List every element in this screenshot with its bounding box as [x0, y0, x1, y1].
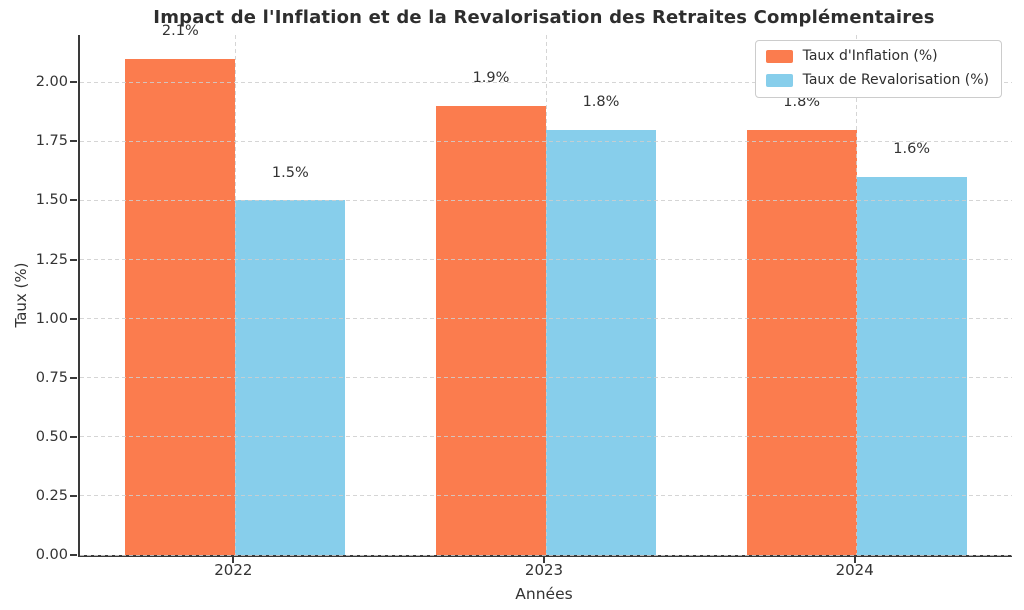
bar-inflation-2024: [746, 129, 857, 555]
bar-value-label: 1.6%: [893, 140, 931, 157]
y-tick-label: 1.00: [35, 310, 68, 327]
x-axis-label: Années: [515, 585, 573, 603]
legend-swatch-revalorisation-icon: [765, 74, 793, 87]
x-gridline: [545, 35, 547, 555]
bar-inflation-2022: [125, 58, 236, 555]
plot-area: 2.1% 1.9% 1.8% 1.5% 1.8% 1.6%: [78, 23, 1012, 557]
bar-revalorisation-2023: [546, 129, 656, 555]
bar-value-label: 1.5%: [271, 164, 309, 181]
legend-label-revalorisation: Taux de Revalorisation (%): [802, 72, 989, 88]
legend-item-inflation: Taux d'Inflation (%): [765, 48, 989, 65]
y-tick-mark: [70, 199, 77, 202]
bar-revalorisation-2024: [856, 176, 967, 555]
y-tick-label: 0.50: [35, 428, 68, 445]
legend-swatch-inflation-icon: [765, 50, 793, 63]
x-gridline: [234, 35, 236, 555]
y-gridline: [80, 554, 1012, 556]
y-tick-label: 2.00: [35, 74, 68, 91]
y-tick-mark: [70, 258, 77, 261]
y-tick-mark: [70, 376, 77, 379]
x-gridline: [856, 35, 858, 555]
bar-value-label: 2.1%: [161, 22, 199, 39]
x-tick-label: 2023: [524, 561, 564, 579]
y-tick-mark: [70, 494, 77, 497]
y-tick-mark: [70, 554, 77, 556]
x-tick-label: 2022: [214, 561, 253, 579]
x-tick-label: 2024: [835, 561, 874, 579]
y-tick-mark: [70, 435, 77, 438]
x-tick-mark: [543, 557, 545, 563]
y-tick-label: 1.75: [35, 133, 68, 150]
legend-item-revalorisation: Taux de Revalorisation (%): [765, 72, 989, 89]
y-tick-label: 1.50: [35, 192, 68, 209]
legend-label-inflation: Taux d'Inflation (%): [802, 48, 938, 64]
y-tick-mark: [70, 317, 77, 320]
y-tick-mark: [70, 81, 77, 84]
y-tick-label: 0.25: [35, 487, 68, 504]
x-tick-mark: [232, 557, 235, 563]
legend: Taux d'Inflation (%) Taux de Revalorisat…: [754, 40, 1002, 98]
y-tick-label: 0.75: [35, 369, 68, 386]
bar-value-label: 1.9%: [472, 70, 510, 86]
bar-value-label: 1.8%: [582, 93, 620, 110]
y-tick-mark: [70, 140, 77, 143]
x-tick-mark: [853, 557, 856, 563]
y-tick-label: 0.00: [35, 547, 68, 563]
chart-title: Impact de l'Inflation et de la Revaloris…: [153, 7, 935, 28]
y-tick-label: 1.25: [35, 251, 68, 268]
bar-inflation-2023: [436, 105, 546, 555]
